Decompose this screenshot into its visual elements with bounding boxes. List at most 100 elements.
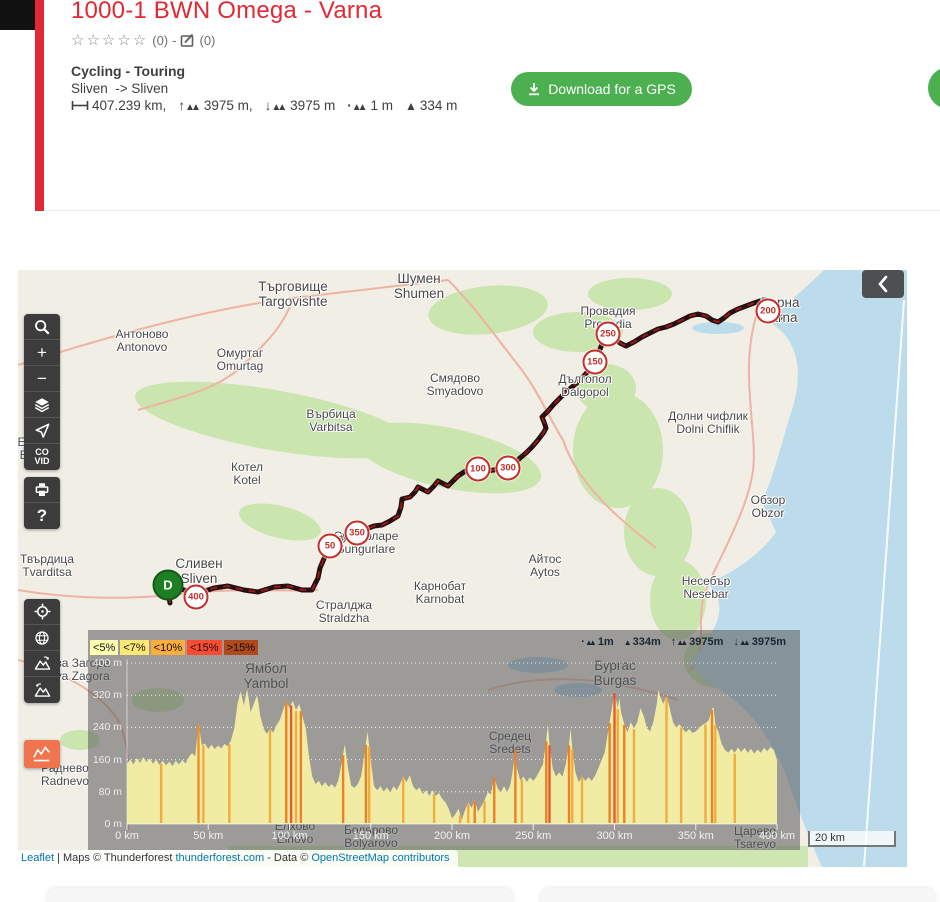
locate-target-button[interactable] bbox=[24, 599, 60, 625]
activity-type: Cycling - Touring bbox=[71, 63, 186, 79]
bottom-card-left[interactable] bbox=[47, 888, 513, 902]
map-label: Стралджа Straldzha bbox=[315, 598, 373, 626]
map-label: Антоново Antonovo bbox=[115, 327, 169, 355]
ascent-stat: ↑▲▲ 3975 m, bbox=[178, 98, 253, 113]
map-label: Долни чифлик Dolni Chiflik bbox=[668, 409, 748, 437]
x-axis-label: 250 km bbox=[515, 830, 552, 842]
zoom-out-button[interactable]: − bbox=[24, 366, 60, 392]
help-button[interactable]: ? bbox=[36, 506, 48, 525]
globe-button[interactable] bbox=[24, 625, 60, 651]
x-axis-label: 50 km bbox=[193, 830, 224, 842]
km-marker-50: 50 bbox=[317, 533, 343, 559]
distance-stat: 407.239 km, bbox=[71, 98, 166, 113]
rating-count: (0) bbox=[152, 32, 169, 48]
map-label: Шумен Shumen bbox=[393, 271, 445, 302]
locate-arrow-button[interactable] bbox=[24, 418, 60, 444]
search-icon bbox=[35, 319, 50, 335]
star-rating[interactable]: ☆☆☆☆☆ bbox=[71, 32, 149, 49]
gradient-legend-chip: <15% bbox=[187, 640, 222, 655]
thunderforest-link[interactable]: thunderforest.com bbox=[175, 852, 265, 864]
toggle-elevation-profile-button[interactable] bbox=[24, 740, 60, 768]
map-label: Твърдица Tvarditsa bbox=[20, 552, 74, 580]
search-button[interactable] bbox=[24, 314, 60, 340]
map-label: Омуртаг Omurtag bbox=[216, 346, 264, 374]
map-scale-bar: 20 km bbox=[808, 831, 896, 847]
x-axis-label: 100 km bbox=[271, 830, 308, 842]
leaflet-link[interactable]: Leaflet bbox=[21, 852, 55, 864]
map-label: Смядово Smyadovo bbox=[426, 371, 484, 399]
max-elevation-stat: ▲ 334m bbox=[623, 636, 661, 648]
varna-lake bbox=[692, 322, 744, 334]
route-map[interactable]: Търговище Targovishte Шумен Shumen Антоново A… bbox=[18, 270, 907, 867]
max-elevation-icon: ▲ bbox=[405, 99, 417, 113]
elevation-chart bbox=[126, 659, 778, 830]
download-icon bbox=[529, 83, 540, 96]
min-elevation-stat: ·▲▲ 1m bbox=[581, 636, 614, 648]
y-axis-label: 80 m bbox=[98, 785, 122, 798]
map-label: Карнобат Karnobat bbox=[413, 579, 467, 607]
collapse-panel-button[interactable] bbox=[862, 270, 904, 298]
x-axis-label: 400 km bbox=[758, 830, 796, 842]
gradient-legend: <5% <7% <10% <15% >15% bbox=[90, 640, 259, 655]
km-marker-200: 200 bbox=[755, 298, 781, 324]
max-elevation-icon: ▲ bbox=[623, 638, 632, 647]
mountain-rotate-icon bbox=[34, 656, 50, 670]
osm-link[interactable]: OpenStreetMap contributors bbox=[311, 852, 450, 864]
elevation-stats: ·▲▲ 1m ▲ 334m ↑▲▲ 3975m ↓▲▲ 3975m bbox=[581, 636, 786, 648]
navigation-arrow-icon bbox=[35, 423, 49, 438]
accent-red-bar bbox=[35, 0, 44, 211]
y-axis-label: 320 m bbox=[92, 689, 122, 702]
gradient-legend-chip: >15% bbox=[223, 640, 259, 655]
route-stats-row: 407.239 km, ↑▲▲ 3975 m, ↓▲▲ 3975 m ·▲▲ 1… bbox=[71, 98, 463, 113]
max-elevation-stat: ▲ 334 m bbox=[405, 98, 458, 113]
start-marker: D bbox=[152, 569, 184, 601]
map-label: Котел Kotel bbox=[230, 460, 264, 488]
rating-dash: - bbox=[172, 32, 177, 48]
printer-icon bbox=[35, 482, 49, 496]
descent-elevation-icon: ↓▲▲ bbox=[733, 636, 750, 648]
covid-layer-button[interactable]: CO VID bbox=[34, 446, 50, 466]
layers-icon bbox=[34, 397, 50, 412]
km-marker-250: 250 bbox=[595, 321, 621, 347]
page-title: 1000-1 BWN Omega - Varna bbox=[71, 0, 383, 24]
descent-stat: ↓▲▲ 3975 m bbox=[264, 98, 336, 113]
min-elevation-icon: ·▲▲ bbox=[347, 98, 367, 113]
km-marker-100: 100 bbox=[465, 456, 491, 482]
terrain-3d-button[interactable] bbox=[24, 651, 60, 677]
floating-action-button[interactable] bbox=[928, 67, 940, 109]
ascent-elevation-stat: ↑▲▲ 3975m bbox=[670, 636, 724, 648]
descent-icon: ↓▲▲ bbox=[264, 98, 287, 113]
zoom-in-button[interactable]: + bbox=[24, 340, 60, 366]
gradient-legend-chip: <7% bbox=[120, 640, 149, 655]
x-axis-label: 200 km bbox=[433, 830, 471, 842]
map-label: Сливен Sliven bbox=[175, 556, 223, 587]
y-axis-label: 0 m bbox=[104, 818, 122, 830]
ferry-line bbox=[863, 299, 905, 867]
edit-review-icon[interactable] bbox=[180, 33, 195, 48]
distance-icon bbox=[71, 101, 89, 110]
layers-button[interactable] bbox=[24, 392, 60, 418]
terrain-flat-button[interactable] bbox=[24, 677, 60, 703]
route-endpoints: Sliven -> Sliven bbox=[71, 81, 169, 96]
rating-row: ☆☆☆☆☆ (0) - (0) bbox=[71, 31, 215, 49]
chevron-left-icon bbox=[878, 275, 888, 293]
header-divider bbox=[44, 210, 940, 211]
y-axis-label: 240 m bbox=[92, 721, 122, 734]
map-attribution: Leaflet | Maps © Thunderforest thunderfo… bbox=[18, 850, 458, 867]
review-count: (0) bbox=[199, 32, 216, 48]
mountain-flyover-icon bbox=[34, 682, 50, 697]
min-elevation-icon: ·▲▲ bbox=[581, 636, 596, 648]
y-axis-label: 160 m bbox=[92, 753, 122, 766]
km-marker-300: 300 bbox=[495, 455, 521, 481]
x-axis-label: 150 km bbox=[352, 830, 389, 842]
globe-icon bbox=[35, 630, 49, 645]
top-left-black-box bbox=[0, 0, 36, 30]
y-axis-label: 400 m bbox=[92, 657, 122, 669]
gradient-legend-chip: <5% bbox=[90, 640, 119, 655]
print-button[interactable] bbox=[24, 477, 60, 503]
min-elevation-stat: ·▲▲ 1 m bbox=[347, 98, 394, 113]
download-gps-button[interactable]: Download for a GPS bbox=[511, 72, 692, 106]
map-label: Айтос Aytos bbox=[528, 552, 562, 580]
x-axis-label: 350 km bbox=[677, 830, 714, 842]
bottom-card-right[interactable] bbox=[541, 888, 935, 902]
